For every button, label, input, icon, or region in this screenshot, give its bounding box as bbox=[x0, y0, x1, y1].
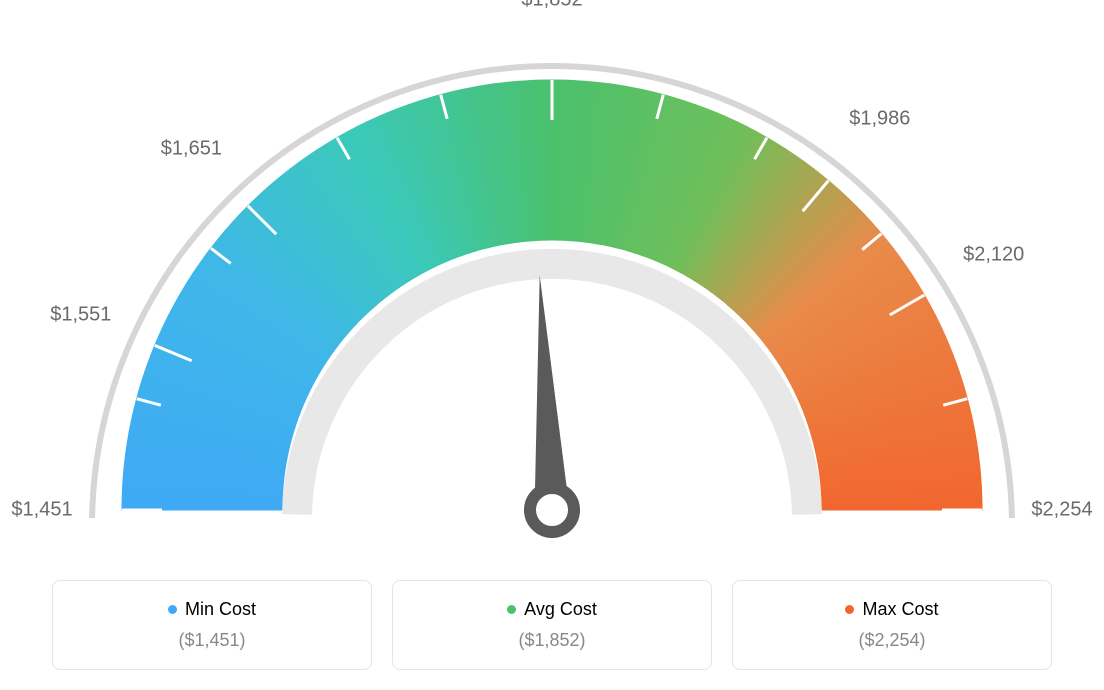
legend-text-avg: Avg Cost bbox=[524, 599, 597, 620]
gauge-tick-label: $1,852 bbox=[521, 0, 582, 12]
legend-label-min: Min Cost bbox=[168, 599, 256, 620]
legend-dot-min bbox=[168, 605, 177, 614]
gauge-tick-label: $2,254 bbox=[1031, 499, 1092, 522]
legend-dot-max bbox=[845, 605, 854, 614]
gauge-tick-label: $1,451 bbox=[11, 499, 72, 522]
gauge-tick-label: $1,986 bbox=[849, 108, 910, 131]
gauge-svg bbox=[0, 0, 1104, 560]
legend-value-min: ($1,451) bbox=[73, 630, 351, 651]
legend-row: Min Cost ($1,451) Avg Cost ($1,852) Max … bbox=[0, 580, 1104, 670]
legend-value-avg: ($1,852) bbox=[413, 630, 691, 651]
gauge-tick-label: $1,551 bbox=[50, 303, 111, 326]
legend-card-min: Min Cost ($1,451) bbox=[52, 580, 372, 670]
legend-value-max: ($2,254) bbox=[753, 630, 1031, 651]
legend-text-min: Min Cost bbox=[185, 599, 256, 620]
legend-card-max: Max Cost ($2,254) bbox=[732, 580, 1052, 670]
gauge-chart: $1,451 $1,551 $1,651 $1,852 $1,986 $2,120 $2,2… bbox=[0, 0, 1104, 560]
gauge-tick-label: $2,120 bbox=[963, 244, 1024, 267]
legend-dot-avg bbox=[507, 605, 516, 614]
legend-card-avg: Avg Cost ($1,852) bbox=[392, 580, 712, 670]
legend-text-max: Max Cost bbox=[862, 599, 938, 620]
cost-gauge-widget: $1,451 $1,551 $1,651 $1,852 $1,986 $2,120 $2,2… bbox=[0, 0, 1104, 690]
gauge-tick-label: $1,651 bbox=[161, 138, 222, 161]
legend-label-avg: Avg Cost bbox=[507, 599, 597, 620]
legend-label-max: Max Cost bbox=[845, 599, 938, 620]
